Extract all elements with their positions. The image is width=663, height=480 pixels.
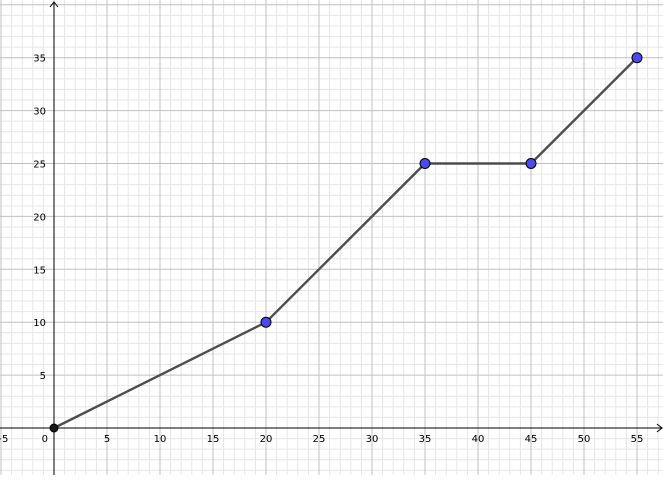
x-tick-label: 5 (104, 434, 110, 445)
x-tick-label: −5 (0, 434, 8, 445)
series-segment (52, 321, 268, 430)
data-point[interactable] (419, 158, 431, 169)
y-tick-label: 20 (33, 212, 46, 223)
data-point[interactable] (631, 52, 643, 64)
series-points[interactable] (49, 52, 643, 433)
y-tick-label: 30 (33, 107, 46, 118)
data-point[interactable] (525, 158, 537, 169)
data-point[interactable] (49, 423, 59, 433)
y-tick-label: 25 (33, 160, 46, 171)
x-tick-label: 30 (366, 434, 379, 445)
x-tick-label: 10 (154, 434, 167, 445)
y-tick-label: 15 (33, 265, 46, 276)
series-segment (529, 56, 639, 165)
data-point[interactable] (260, 316, 272, 328)
y-tick-label: 5 (40, 371, 46, 382)
origin-label: 0 (42, 434, 48, 445)
x-axis-arrow (656, 423, 663, 433)
x-tick-label: 45 (525, 434, 538, 445)
x-tick-label: 50 (578, 434, 591, 445)
x-tick-label: 55 (631, 434, 644, 445)
y-tick-label: 10 (33, 318, 46, 329)
tick-labels: −5 5 10 15 20 25 30 35 40 45 50 55 0 5 10 15 20 25 30 35 (0, 54, 643, 445)
y-tick-label: 35 (33, 54, 46, 65)
y-axis-arrow (49, 1, 59, 8)
x-tick-label: 20 (260, 434, 273, 445)
x-tick-label: 35 (419, 434, 432, 445)
x-tick-label: 15 (207, 434, 220, 445)
series-segment (264, 162, 427, 324)
x-tick-label: 25 (313, 434, 326, 445)
x-tick-label: 40 (472, 434, 485, 445)
series-lines (52, 56, 639, 430)
